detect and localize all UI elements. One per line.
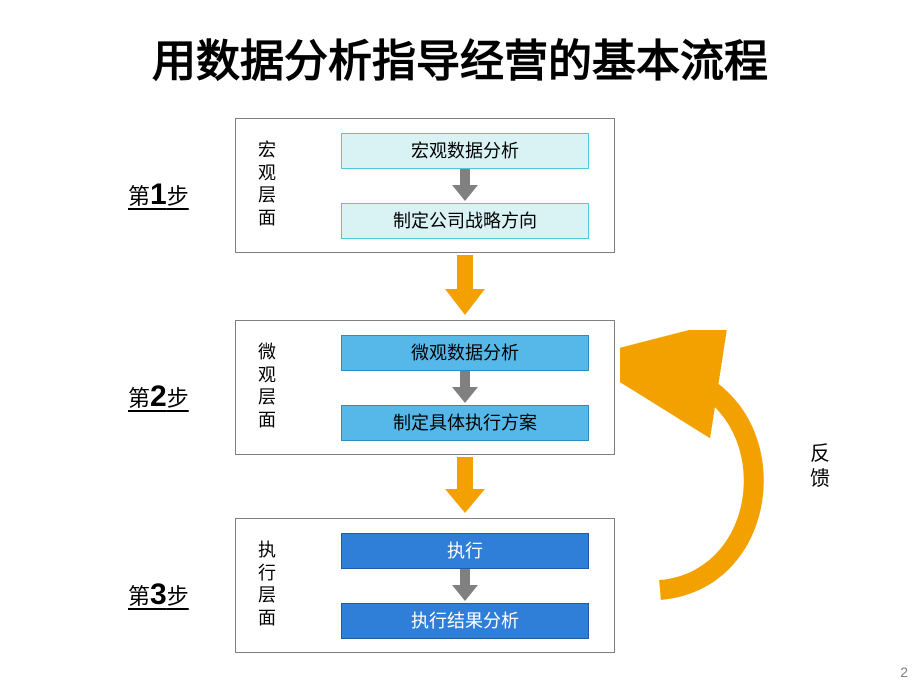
- block-3-stage-top: 执行: [341, 533, 589, 569]
- arrow-inner-3: [452, 569, 478, 603]
- step-num-1: 1: [150, 178, 167, 211]
- block-2-side-label: 微观层面: [258, 341, 276, 431]
- block-3-stage-bottom: 执行结果分析: [341, 603, 589, 639]
- block-2-stage-top: 微观数据分析: [341, 335, 589, 371]
- step-prefix-2: 第: [128, 386, 150, 411]
- step-suffix-1: 步: [167, 184, 189, 209]
- arrow-between-2-3: [445, 457, 485, 515]
- step-num-3: 3: [150, 578, 167, 611]
- block-1-stage-top: 宏观数据分析: [341, 133, 589, 169]
- page-title: 用数据分析指导经营的基本流程: [0, 25, 920, 89]
- block-2: 微观层面 微观数据分析 制定具体执行方案: [235, 320, 615, 455]
- step-suffix-2: 步: [167, 386, 189, 411]
- block-1-stage-bottom: 制定公司战略方向: [341, 203, 589, 239]
- step-suffix-3: 步: [167, 584, 189, 609]
- step-prefix-3: 第: [128, 584, 150, 609]
- block-3: 执行层面 执行 执行结果分析: [235, 518, 615, 653]
- block-2-stage-bottom: 制定具体执行方案: [341, 405, 589, 441]
- arrow-between-1-2: [445, 255, 485, 317]
- feedback-arrow: [620, 330, 820, 610]
- step-num-2: 2: [150, 380, 167, 413]
- step-label-2: 第2步: [128, 380, 189, 414]
- block-1-side-label: 宏观层面: [258, 139, 276, 229]
- step-label-1: 第1步: [128, 178, 189, 212]
- block-3-side-label: 执行层面: [258, 539, 276, 629]
- step-prefix-1: 第: [128, 184, 150, 209]
- arrow-inner-2: [452, 371, 478, 405]
- feedback-label: 反馈: [810, 442, 830, 492]
- block-1: 宏观层面 宏观数据分析 制定公司战略方向: [235, 118, 615, 253]
- step-label-3: 第3步: [128, 578, 189, 612]
- arrow-inner-1: [452, 169, 478, 203]
- page-number: 2: [900, 664, 908, 680]
